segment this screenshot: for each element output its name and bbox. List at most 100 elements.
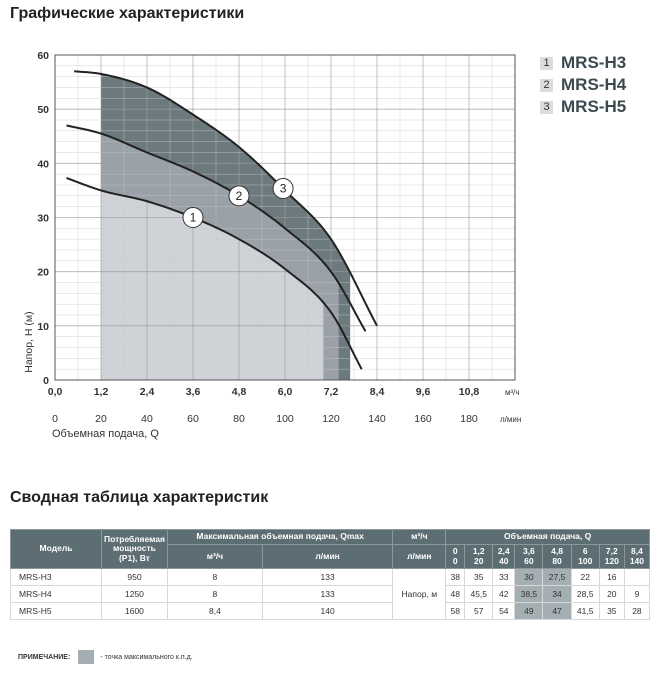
x-tick-label-top: 7,2 — [324, 386, 339, 398]
cell-qmax-m3: 8 — [166, 568, 263, 587]
table-row: MRS-H5 1600 8,4 140 58 57 54 49 47 41,5 … — [10, 602, 651, 621]
x-tick-label-top: 1,2 — [94, 386, 109, 398]
curve-marker-2 — [228, 185, 250, 207]
y-tick-label: 20 — [37, 267, 49, 279]
series-line-1 — [66, 177, 363, 370]
cell-value-highlight: 38,5 — [514, 585, 544, 604]
legend-item-2: 2 MRS-H4 — [540, 74, 626, 96]
chart-legend: 1 MRS-H3 2 MRS-H4 3 MRS-H5 — [540, 52, 626, 118]
y-tick-label: 0 — [43, 375, 49, 387]
header-flow: Объемная подача, Q — [445, 529, 650, 545]
table-note: ПРИМЕЧАНИЕ: - точка максимального к.п.д. — [18, 650, 193, 664]
cell-value-highlight: 34 — [542, 585, 572, 604]
cell-value: 33 — [492, 568, 516, 587]
table-row: MRS-H4 1250 8 133 48 45,5 42 38,5 34 28,… — [10, 585, 651, 604]
cell-value: 54 — [492, 602, 516, 621]
x-tick-label-bottom: 120 — [322, 413, 340, 425]
cell-value: 35 — [464, 568, 494, 587]
cell-model: MRS-H3 — [10, 568, 102, 587]
legend-item-1: 1 MRS-H3 — [540, 52, 626, 74]
cell-head-label: Напор, м — [392, 568, 447, 621]
cell-power: 1250 — [101, 585, 168, 604]
x-tick-label-bottom: 60 — [187, 413, 199, 425]
cell-qmax-m3: 8 — [166, 585, 263, 604]
header-power: Потребляемая мощность (P1), Вт — [101, 528, 168, 570]
series-line-3 — [74, 70, 378, 327]
header-flow-2: 2,4 40 — [492, 543, 516, 570]
x-unit-bottom: л/мин — [500, 415, 521, 424]
header-flow-7: 8,4 140 — [623, 543, 651, 570]
x-tick-label-top: 0,0 — [48, 386, 63, 398]
cell-value: 28 — [623, 602, 651, 621]
cell-value: 45,5 — [464, 585, 494, 604]
table-header-row: Модель Потребляемая мощность (P1), Вт Ма… — [10, 528, 650, 570]
x-tick-label-bottom: 80 — [233, 413, 245, 425]
x-tick-label-bottom: 180 — [460, 413, 478, 425]
header-unit-m3: м³/ч — [392, 529, 447, 545]
series-line-2 — [66, 124, 367, 332]
x-tick-label-top: 4,8 — [232, 386, 247, 398]
cell-value: 28,5 — [570, 585, 600, 604]
note-text: - точка максимального к.п.д. — [100, 653, 193, 661]
cell-value-highlight: 30 — [514, 568, 544, 587]
x-tick-label-bottom: 40 — [141, 413, 153, 425]
x-tick-label-bottom: 160 — [414, 413, 432, 425]
page-title: Графические характеристики — [10, 5, 245, 22]
y-tick-label: 40 — [37, 158, 49, 170]
header-flow-5: 6 100 — [570, 543, 600, 570]
cell-value: 42 — [492, 585, 516, 604]
y-axis-label: Напор, H (м) — [23, 311, 35, 372]
header-flow-3: 3,6 60 — [514, 543, 544, 570]
y-tick-label: 30 — [37, 213, 49, 225]
x-tick-label-top: 6,0 — [278, 386, 293, 398]
x-tick-label-top: 10,8 — [459, 386, 480, 398]
x-tick-label-top: 2,4 — [140, 386, 155, 398]
curve-marker-label-1: 1 — [190, 211, 197, 225]
legend-label-1: MRS-H3 — [561, 53, 627, 72]
x-tick-label-bottom: 100 — [276, 413, 294, 425]
x-unit-top: м³/ч — [505, 388, 520, 397]
cell-value: 22 — [570, 568, 600, 587]
cell-qmax-lmin: 133 — [261, 585, 394, 604]
curve-marker-label-2: 2 — [236, 189, 243, 203]
x-tick-label-bottom: 140 — [368, 413, 386, 425]
cell-power: 1600 — [101, 602, 168, 621]
legend-label-3: MRS-H5 — [561, 97, 627, 116]
summary-table: Модель Потребляемая мощность (P1), Вт Ма… — [10, 528, 651, 621]
table-row: MRS-H3 950 8 133 Напор, м 38 35 33 30 27… — [10, 568, 651, 621]
cell-model: MRS-H4 — [10, 585, 102, 604]
header-flow-4: 4,8 80 — [542, 543, 572, 570]
shaded-region-1 — [101, 190, 324, 380]
x-tick-label-top: 9,6 — [416, 386, 431, 398]
legend-item-3: 3 MRS-H5 — [540, 96, 626, 118]
header-qmax-m3: м³/ч — [166, 543, 263, 570]
legend-marker-2: 2 — [540, 78, 553, 92]
cell-value: 9 — [623, 585, 651, 604]
cell-value: 57 — [464, 602, 494, 621]
cell-value: 38 — [445, 568, 466, 587]
header-qmax: Максимальная объемная подача, Qmax — [166, 529, 394, 545]
curve-marker-label-3: 3 — [280, 181, 287, 195]
curve-marker-1 — [182, 207, 204, 228]
table-title: Сводная таблица характеристик — [10, 489, 269, 506]
cell-value: 35 — [598, 602, 625, 621]
cell-model: MRS-H5 — [10, 602, 102, 621]
y-tick-label: 60 — [37, 50, 49, 62]
cell-value: 16 — [598, 568, 625, 587]
header-flow-6: 7,2 120 — [598, 543, 625, 570]
header-flow-1: 1,2 20 — [464, 543, 494, 570]
x-tick-label-bottom: 0 — [52, 413, 58, 425]
legend-label-2: MRS-H4 — [561, 75, 627, 94]
plot-frame — [54, 54, 516, 381]
cell-value: 41,5 — [570, 602, 600, 621]
header-model: Модель — [10, 528, 102, 570]
legend-marker-1: 1 — [540, 56, 553, 70]
cell-qmax-lmin: 140 — [261, 602, 394, 621]
cell-value-highlight: 27,5 — [542, 568, 572, 587]
note-label: ПРИМЕЧАНИЕ: — [18, 653, 71, 661]
legend-marker-3: 3 — [540, 100, 553, 114]
x-axis-label: Объемная подача, Q — [52, 428, 159, 440]
